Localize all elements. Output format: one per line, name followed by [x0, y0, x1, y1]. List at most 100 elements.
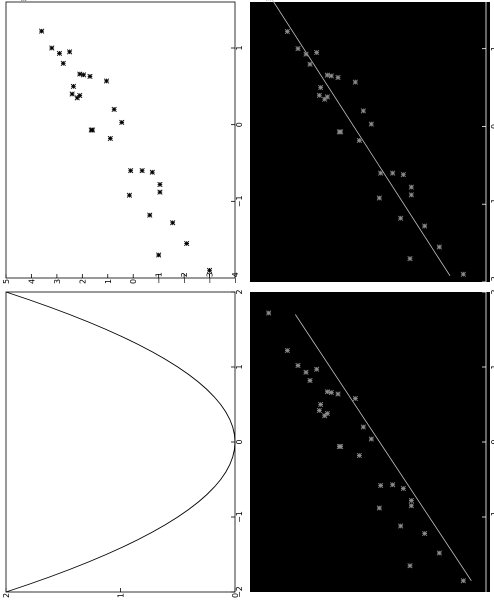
y-tick-label: −3: [206, 272, 215, 284]
scatter-point: [398, 523, 404, 529]
panel-top-left: −1 0 1 5 4 3 2 1 0 −1 −2 −3 −4: [2, 0, 244, 284]
y-tick-label: 0: [231, 593, 240, 598]
scatter-point: [307, 377, 313, 384]
scatter-point: [266, 310, 272, 316]
scatter-point: [360, 108, 366, 114]
scatter-point: [314, 366, 320, 372]
x-tick-label: −1: [235, 195, 244, 207]
scatter-point: [49, 45, 55, 51]
scatter-point: [422, 530, 428, 537]
x-tick-label: 0: [490, 439, 494, 444]
scatter-point: [69, 91, 75, 97]
scatter-point: [408, 184, 414, 190]
y-tick-label: 2: [78, 279, 87, 284]
scatter-point: [324, 389, 330, 395]
scatter-point: [368, 436, 374, 442]
scatter-point: [303, 51, 309, 57]
y-tick-label: 0: [129, 279, 138, 284]
y-tick-label: 1: [104, 279, 113, 284]
y-tick-label: −1: [155, 272, 164, 284]
plot-area: [250, 2, 490, 282]
x-tick-label: 2: [490, 289, 494, 294]
scatter-point: [318, 84, 324, 91]
scatter-point: [149, 169, 155, 175]
scatter-point: [60, 60, 66, 66]
scatter-point: [206, 267, 213, 273]
scatter-point: [307, 61, 313, 67]
scatter-point: [295, 362, 301, 369]
scatter-point: [77, 71, 83, 77]
y-tick-label: 3: [53, 279, 62, 284]
fit-line: [294, 314, 472, 581]
y-tick-label: 2: [2, 593, 11, 598]
x-tick-label: 2: [235, 289, 244, 294]
scatter-point: [316, 407, 322, 414]
scatter-point: [335, 74, 341, 81]
x-tick-label: 1: [490, 364, 494, 369]
panel-bottom-left: −2 −1 0 1 2 2 1 0: [2, 289, 244, 598]
scatter-point: [156, 252, 162, 258]
y-tick-label: 4: [27, 279, 36, 284]
scatter-point: [107, 135, 113, 142]
scatter-point: [407, 256, 413, 262]
y-tick-label: −4: [231, 272, 240, 284]
scatter-point: [328, 389, 334, 396]
scatter-point: [328, 73, 334, 79]
scatter-point: [398, 215, 404, 221]
scatter-point: [103, 78, 110, 84]
scatter-point: [80, 72, 87, 78]
scatter-point: [436, 244, 442, 250]
scatter-point: [56, 50, 63, 56]
scatter-point: [66, 49, 73, 55]
x-tick-label: 1: [235, 364, 244, 369]
scatter-point: [400, 485, 406, 492]
scatter-point: [324, 94, 330, 100]
scatter-point: [126, 192, 133, 198]
x-tick-label: 1: [490, 46, 494, 51]
scatter-point: [147, 212, 153, 218]
y-tick-label: −2: [180, 272, 189, 284]
scatter-point: [400, 172, 406, 178]
y-tick-label: 5: [2, 279, 11, 284]
scatter-point: [324, 72, 330, 78]
scatter-point: [184, 240, 190, 247]
x-tick-label: −2: [235, 586, 244, 598]
scatter-point: [407, 563, 413, 569]
curve-line: [5, 291, 236, 593]
scatter-point: [322, 96, 328, 102]
scatter-point: [39, 28, 45, 34]
scatter-point: [157, 181, 163, 188]
plot-area: [5, 291, 236, 593]
scatter-point: [314, 49, 320, 56]
x-tick-label: 1: [235, 45, 244, 50]
scatter-point: [74, 95, 80, 101]
x-tick-label: −1: [490, 511, 494, 523]
scatter-point: [360, 424, 366, 430]
scatter-point: [338, 443, 344, 450]
x-tick-label: 0: [235, 122, 244, 127]
scatter-point: [111, 106, 117, 112]
scatter-point: [170, 220, 176, 226]
scatter-point: [352, 79, 358, 85]
scatter-point: [318, 401, 324, 408]
plot-area: [250, 292, 490, 592]
scatter-point: [338, 129, 344, 135]
scatter-point: [356, 452, 362, 459]
panel-top-right: −2 −1 0 1: [250, 0, 494, 288]
scatter-point: [139, 168, 145, 174]
scatter-point: [303, 369, 309, 375]
scatter-point: [284, 347, 290, 354]
scatter-point: [378, 170, 384, 176]
scatter-point: [390, 482, 396, 488]
scatter-point: [390, 170, 396, 176]
scatter-point: [376, 195, 382, 201]
panel-bottom-right: −1 0 1 2: [250, 289, 494, 592]
x-tick-label: −2: [490, 276, 494, 288]
scatter-point: [284, 28, 290, 35]
scatter-point: [322, 413, 328, 419]
scatter-point: [460, 578, 466, 584]
scatter-point: [408, 497, 414, 504]
scatter-point: [356, 137, 362, 144]
x-tick-label: 0: [235, 439, 244, 444]
